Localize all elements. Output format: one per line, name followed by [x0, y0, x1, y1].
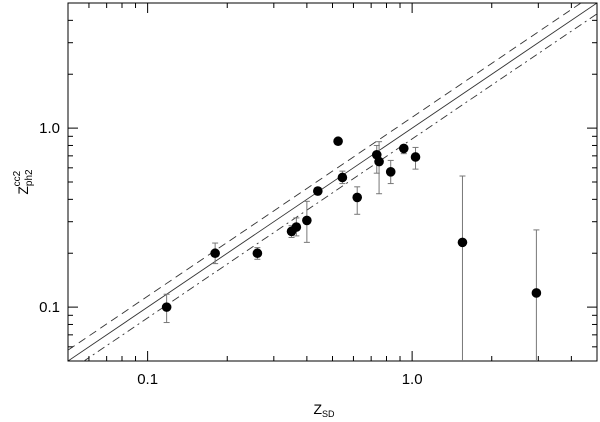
data-point — [337, 172, 348, 183]
x-tick-label: 1.0 — [402, 371, 423, 388]
y-axis-title-sub: ph2 — [24, 169, 35, 186]
data-point — [210, 248, 220, 259]
reference-line-dash-dot — [83, 13, 597, 361]
data-point — [410, 152, 421, 162]
y-tick-label: 1.0 — [39, 120, 60, 137]
x-tick-label: 0.1 — [137, 371, 158, 388]
data-point — [333, 136, 343, 147]
data-point — [374, 156, 384, 167]
y-axis-title-sup: cc2 — [12, 170, 23, 186]
data-point — [352, 192, 363, 203]
axis-ticks — [67, 2, 598, 362]
y-axis-title-base: Z — [15, 186, 31, 195]
data-point — [313, 186, 323, 196]
reference-lines — [68, 3, 597, 361]
x-axis-title-sub: SD — [322, 409, 335, 419]
y-tick-labels: 0.1 1.0 — [39, 120, 60, 316]
x-axis-title-base: Z — [313, 401, 322, 417]
error-bars — [163, 137, 540, 361]
data-point — [252, 248, 263, 259]
x-axis-title: ZSD — [313, 401, 335, 419]
data-point — [385, 167, 396, 177]
x-tick-labels: 0.1 1.0 — [137, 371, 422, 388]
data-point — [302, 215, 312, 226]
data-point — [291, 222, 302, 232]
reference-line-solid — [68, 3, 597, 361]
y-axis-title: Zph2cc2 — [12, 169, 35, 195]
data-point — [531, 288, 542, 298]
data-point — [457, 237, 468, 248]
y-tick-label: 0.1 — [39, 299, 60, 316]
reference-line-dashed — [68, 3, 582, 351]
data-points — [161, 136, 542, 312]
data-point — [398, 143, 409, 154]
data-point — [161, 302, 172, 312]
